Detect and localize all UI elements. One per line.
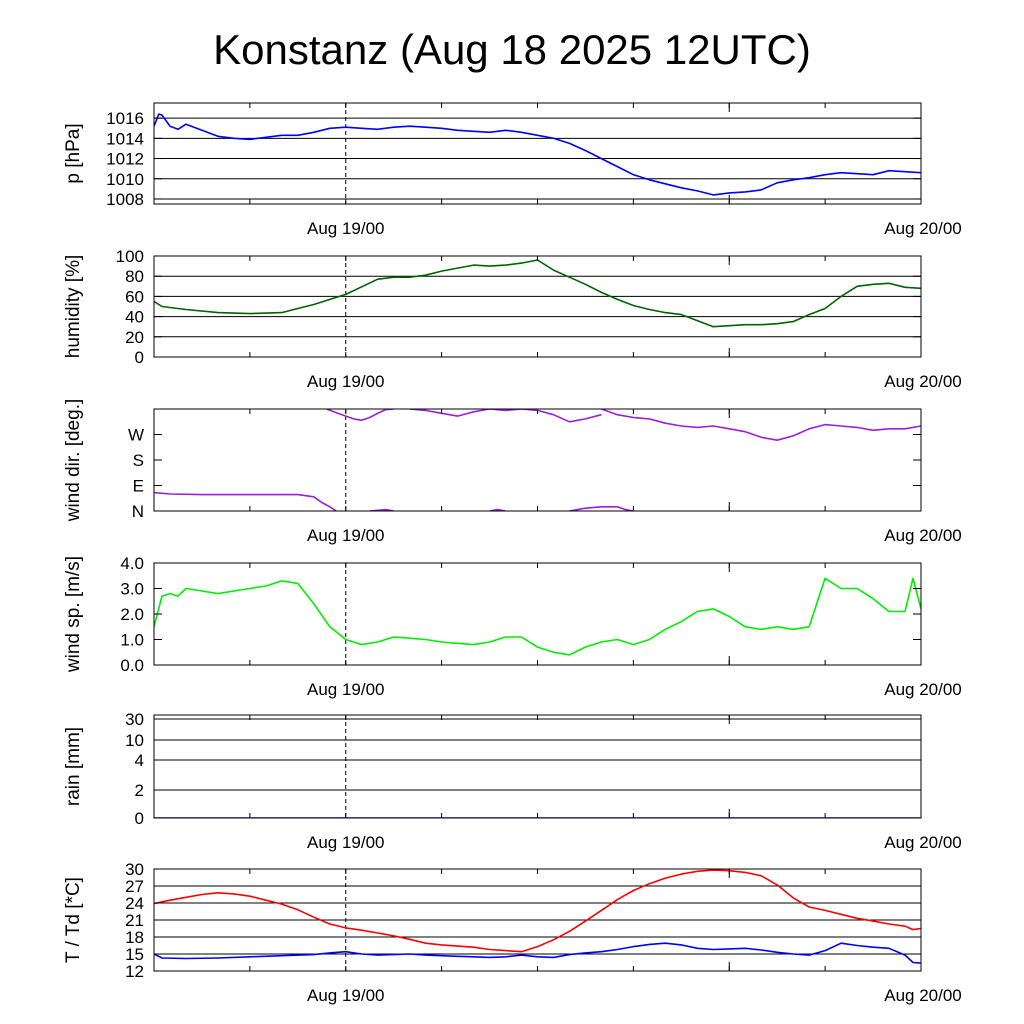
- temperature-ylabel: T / Td [*C]: [63, 877, 84, 963]
- chart-title: Konstanz (Aug 18 2025 12UTC): [213, 26, 811, 73]
- rain-ylabel: rain [mm]: [63, 727, 84, 806]
- rain-xtick-label-1: Aug 20/00: [884, 833, 962, 852]
- humidity-ytick-label-3: 60: [125, 287, 144, 306]
- wind_direction-ytick-label-1: E: [133, 477, 144, 496]
- humidity-ytick-label-5: 100: [116, 247, 144, 266]
- wind_speed-plot-frame: [153, 562, 922, 666]
- temperature-ytick-label-5: 27: [125, 877, 144, 896]
- rain-ytick-label-3: 10: [125, 731, 144, 750]
- pressure-xtick-label-1: Aug 20/00: [884, 219, 962, 238]
- humidity-ytick-label-0: 0: [135, 348, 144, 367]
- wind_speed-ytick-label-2: 2.0: [120, 605, 144, 624]
- wind_direction-ytick-label-3: W: [128, 426, 144, 445]
- wind_speed-ytick-label-0: 0.0: [120, 656, 144, 675]
- wind_direction-ytick-label-2: S: [133, 451, 144, 470]
- pressure-ylabel: p [hPa]: [63, 123, 84, 183]
- temperature-ytick-label-0: 12: [125, 962, 144, 981]
- humidity-plot-frame: [153, 255, 922, 358]
- wind_direction-xtick-label-0: Aug 19/00: [307, 526, 385, 545]
- temperature-ytick-label-2: 18: [125, 928, 144, 947]
- temperature-ytick-label-6: 30: [125, 860, 144, 879]
- pressure-xtick-label-0: Aug 19/00: [307, 219, 385, 238]
- pressure-ytick-label-4: 1016: [106, 109, 144, 128]
- temperature-xtick-label-0: Aug 19/00: [307, 986, 385, 1005]
- wind_direction-plot-frame: [153, 408, 922, 512]
- wind_direction-segment-3: [409, 409, 602, 423]
- wind_speed-series-line: [154, 577, 921, 656]
- humidity-ytick-label-4: 80: [125, 267, 144, 286]
- wind_direction-xtick-label-1: Aug 20/00: [884, 526, 962, 545]
- wind_speed-ytick-label-4: 4.0: [120, 554, 144, 573]
- rain-ytick-label-2: 4: [135, 751, 144, 770]
- pressure-ytick-label-2: 1012: [106, 150, 144, 169]
- wind_speed-xtick-label-0: Aug 19/00: [307, 680, 385, 699]
- pressure-ytick-label-3: 1014: [106, 129, 144, 148]
- temperature-ytick-label-4: 24: [125, 894, 144, 913]
- wind_direction-segment-0: [154, 491, 337, 511]
- humidity-xtick-label-0: Aug 19/00: [307, 372, 385, 391]
- humidity-series-line: [154, 259, 921, 328]
- rain-plot-frame: [153, 714, 922, 819]
- wind_direction-ytick-label-0: N: [132, 502, 144, 521]
- pressure-ytick-label-1: 1010: [106, 170, 144, 189]
- rain-ytick-label-0: 0: [135, 809, 144, 828]
- wind_speed-ytick-label-3: 3.0: [120, 580, 144, 599]
- wind_direction-ylabel: wind dir. [deg.]: [63, 399, 84, 523]
- wind_direction-segment-1: [326, 409, 394, 422]
- wind_speed-xtick-label-1: Aug 20/00: [884, 680, 962, 699]
- wind_speed-ylabel: wind sp. [m/s]: [63, 556, 84, 673]
- rain-ytick-label-1: 2: [135, 781, 144, 800]
- temperature-series-Td: [154, 942, 921, 964]
- humidity-xtick-label-1: Aug 20/00: [884, 372, 962, 391]
- pressure-ytick-label-0: 1008: [106, 190, 144, 209]
- wind_direction-segment-5: [569, 505, 634, 511]
- wind_direction-segment-6: [601, 409, 921, 442]
- humidity-ylabel: humidity [%]: [63, 255, 84, 358]
- rain-xtick-label-0: Aug 19/00: [307, 833, 385, 852]
- temperature-xtick-label-1: Aug 20/00: [884, 986, 962, 1005]
- wind_speed-ytick-label-1: 1.0: [120, 631, 144, 650]
- humidity-ytick-label-1: 20: [125, 328, 144, 347]
- temperature-series-T: [154, 869, 921, 953]
- temperature-ytick-label-3: 21: [125, 911, 144, 930]
- humidity-ytick-label-2: 40: [125, 308, 144, 327]
- temperature-ytick-label-1: 15: [125, 945, 144, 964]
- rain-ytick-label-4: 30: [125, 710, 144, 729]
- pressure-series-line: [154, 113, 921, 196]
